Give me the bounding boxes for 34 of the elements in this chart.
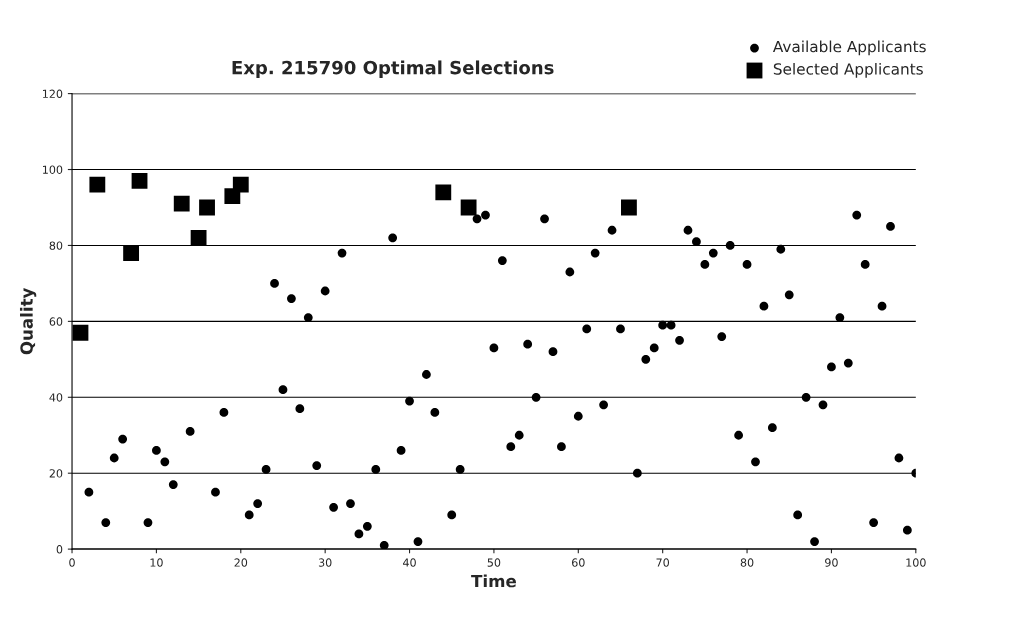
point <box>621 199 637 216</box>
x-tick-label: 80 <box>740 558 754 567</box>
x-axis-title: Time <box>471 574 516 588</box>
point <box>190 229 207 246</box>
y-tick-label: 0 <box>56 545 63 554</box>
point <box>232 176 249 193</box>
x-tick-label: 0 <box>69 558 75 567</box>
y-axis-title: Quality <box>19 287 37 355</box>
x-tick-label: 90 <box>825 558 838 567</box>
y-tick-label: 100 <box>43 165 63 174</box>
x-tick-label: 40 <box>403 558 416 567</box>
y-tick-label: 120 <box>43 89 63 98</box>
x-tick-label: 70 <box>656 558 670 567</box>
point <box>131 172 148 189</box>
point <box>89 176 106 193</box>
y-tick-label: 80 <box>49 241 63 250</box>
x-tick-label: 50 <box>487 558 501 567</box>
legend-label: Selected Applicants <box>773 62 923 78</box>
point <box>173 195 190 212</box>
legend-label: Available Applicants <box>772 40 926 56</box>
y-tick-label: 20 <box>49 469 63 478</box>
y-tick-label: 60 <box>49 317 63 326</box>
point <box>435 184 452 201</box>
point <box>72 324 89 341</box>
x-tick-label: 20 <box>234 558 248 567</box>
chart-title: Exp. 215790 Optimal Selections <box>232 60 554 78</box>
point <box>199 199 215 216</box>
x-tick-label: 60 <box>572 558 585 567</box>
y-tick-label: 40 <box>49 393 63 402</box>
point <box>460 199 477 216</box>
x-tick-label: 30 <box>318 558 332 567</box>
x-tick-label: 10 <box>150 558 163 567</box>
point <box>123 245 140 261</box>
x-tick-label: 100 <box>906 558 926 567</box>
